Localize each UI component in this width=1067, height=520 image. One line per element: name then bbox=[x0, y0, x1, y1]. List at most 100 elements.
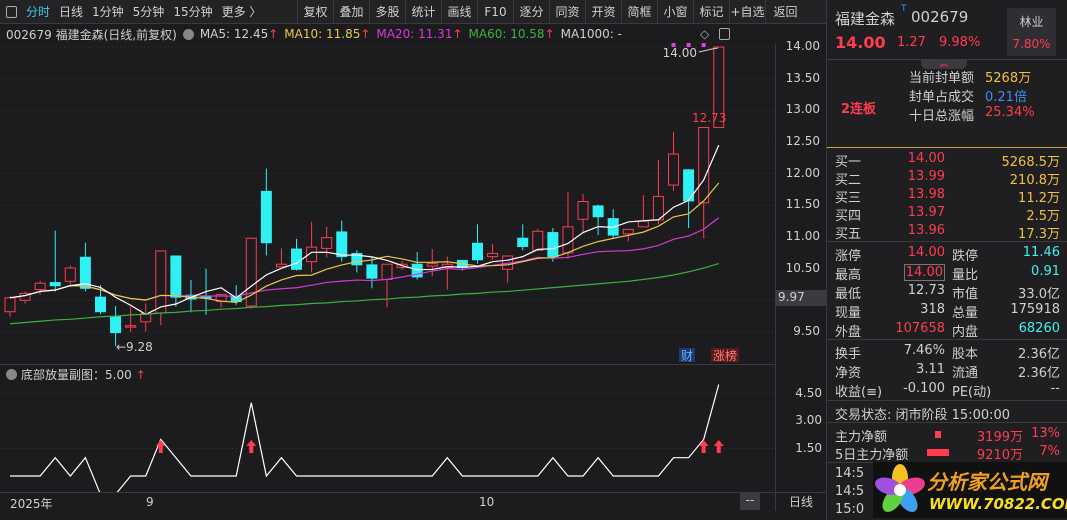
price-tick-label: 11.50 bbox=[785, 197, 820, 212]
indicator-line bbox=[10, 384, 720, 492]
stat-value: 12.73 bbox=[907, 283, 945, 298]
streak-badge: 2连板 bbox=[841, 102, 877, 117]
candle-body bbox=[366, 264, 378, 279]
settings-icon[interactable] bbox=[182, 28, 194, 40]
candle-body bbox=[306, 246, 318, 263]
stat-label: 内盘 bbox=[952, 325, 979, 340]
stat-value: 318 bbox=[920, 302, 945, 317]
flow-bar bbox=[935, 431, 941, 438]
sub-axis: 4.50 3.00 1.50 bbox=[775, 365, 826, 492]
prev-close-label: 9.97 bbox=[778, 290, 805, 304]
up-arrow-icon: ↑ bbox=[268, 27, 279, 41]
toolbar-button[interactable]: 开资 bbox=[585, 0, 621, 24]
toolbar-button[interactable]: 多股 bbox=[369, 0, 405, 24]
toolbar-button[interactable]: 标记 bbox=[693, 0, 729, 24]
toolbar-button[interactable]: 返回 bbox=[765, 0, 805, 24]
stat-label: 收益(≡) bbox=[835, 385, 883, 400]
candle bbox=[4, 295, 16, 317]
tab-1min[interactable]: 1分钟 bbox=[92, 5, 124, 19]
quote-row: 当前封单额 5268万 bbox=[835, 67, 1063, 86]
toolbar-button[interactable]: 简框 bbox=[621, 0, 657, 24]
toolbar-button[interactable]: 复权 bbox=[297, 0, 333, 24]
ma60-value: MA60: 10.58 bbox=[468, 27, 545, 41]
candle bbox=[592, 204, 604, 236]
scroll-button[interactable]: -- bbox=[740, 493, 760, 510]
stat-value: 14.00 bbox=[903, 264, 945, 281]
window-icon[interactable] bbox=[719, 28, 730, 40]
sector-box[interactable]: 林业 7.80% bbox=[1007, 8, 1056, 56]
tab-daily[interactable]: 日线 bbox=[59, 5, 84, 19]
candle bbox=[607, 209, 619, 239]
candle bbox=[260, 168, 272, 256]
price-tick-label: 13.50 bbox=[785, 70, 820, 85]
candle-body bbox=[291, 248, 303, 270]
toolbar-button[interactable]: F10 bbox=[477, 0, 513, 24]
tab-more[interactable]: 更多 〉 bbox=[221, 5, 262, 19]
toolbar-button[interactable]: 逐分 bbox=[513, 0, 549, 24]
candle-body bbox=[34, 282, 46, 291]
flow-bar bbox=[927, 449, 949, 456]
candle-body bbox=[592, 205, 604, 218]
candle bbox=[155, 250, 167, 326]
seal-label: 封单占成交 bbox=[909, 90, 975, 105]
bid-label: 买二 bbox=[835, 173, 862, 188]
candle-body bbox=[441, 263, 453, 268]
candle-body bbox=[577, 201, 589, 220]
candle bbox=[64, 265, 76, 288]
candle-body bbox=[637, 220, 649, 228]
panel-toggle-icon[interactable] bbox=[6, 5, 17, 18]
stat-value: 3.11 bbox=[916, 362, 945, 377]
kline-chart[interactable]: 14.00 12.73 ←9.28 财 涨榜 bbox=[0, 0, 775, 492]
high-pointer bbox=[698, 47, 719, 53]
bid-volume: 11.2万 bbox=[1018, 191, 1060, 206]
candle-body bbox=[94, 296, 106, 313]
toolbar-button[interactable]: 同资 bbox=[549, 0, 585, 24]
stat-label: 总量 bbox=[952, 306, 979, 321]
tab-15min[interactable]: 15分钟 bbox=[173, 5, 213, 19]
tab-intraday[interactable]: 分时 bbox=[26, 5, 51, 19]
signal-dot bbox=[686, 43, 691, 47]
ma10-line bbox=[9, 182, 720, 304]
stat-label: 现量 bbox=[835, 306, 862, 321]
toolbar-button[interactable]: +自选 bbox=[729, 0, 765, 24]
toolbar-button[interactable]: 画线 bbox=[441, 0, 477, 24]
toolbar-button[interactable]: 小窗 bbox=[657, 0, 693, 24]
quote-row: 5日主力净额 9210万 7% bbox=[835, 444, 1063, 463]
ma60-line bbox=[9, 263, 719, 325]
sector-pct: 7.80% bbox=[1012, 37, 1051, 51]
toolbar-button[interactable]: 叠加 bbox=[333, 0, 369, 24]
ma1000-label: MA1000: - bbox=[560, 27, 622, 41]
candle-body bbox=[532, 230, 544, 251]
candle bbox=[321, 226, 333, 258]
stat-value: 107658 bbox=[895, 321, 945, 336]
diamond-icon[interactable]: ◇ bbox=[700, 27, 710, 41]
tab-5min[interactable]: 5分钟 bbox=[132, 5, 165, 19]
stat-label: 股本 bbox=[952, 347, 979, 362]
price-axis: 9.97 14.00 13.50 13.00 12.50 12.00 11.50 11.00… bbox=[775, 39, 826, 492]
bid-price: 14.00 bbox=[907, 151, 945, 166]
toolbar-button[interactable]: 统计 bbox=[405, 0, 441, 24]
seal-label: 十日总涨幅 bbox=[909, 109, 975, 124]
quote-row: 买四 13.97 2.5万 bbox=[835, 205, 1063, 224]
candle bbox=[637, 195, 649, 228]
bid-volume: 2.5万 bbox=[1026, 209, 1060, 224]
candle bbox=[125, 306, 137, 332]
finance-badge bbox=[679, 348, 695, 362]
bid-label: 买一 bbox=[835, 155, 862, 170]
candle bbox=[366, 256, 378, 289]
collapse-icon[interactable] bbox=[6, 369, 17, 380]
stat-label: 市值 bbox=[952, 287, 979, 302]
ma5-label: MA5: 12.45↑ bbox=[200, 27, 278, 41]
high-annotation: 14.00 bbox=[663, 46, 697, 60]
period-label[interactable]: 日线 bbox=[775, 493, 826, 511]
seal-value: 5268万 bbox=[985, 71, 1032, 86]
sub-chart-title: 底部放量副图：5.00 bbox=[21, 368, 132, 382]
stat-label: 最低 bbox=[835, 287, 862, 302]
candle-body bbox=[517, 237, 529, 247]
candle-body bbox=[4, 297, 16, 313]
up-arrow-icon: ↑ bbox=[135, 367, 146, 382]
collapse-up-icon[interactable]: ︽ bbox=[921, 59, 967, 69]
low-annotation-red: 12.73 bbox=[692, 111, 726, 125]
candle-body bbox=[562, 226, 574, 254]
trade-status: 交易状态: 闭市阶段 15:00:00 bbox=[835, 408, 1011, 423]
